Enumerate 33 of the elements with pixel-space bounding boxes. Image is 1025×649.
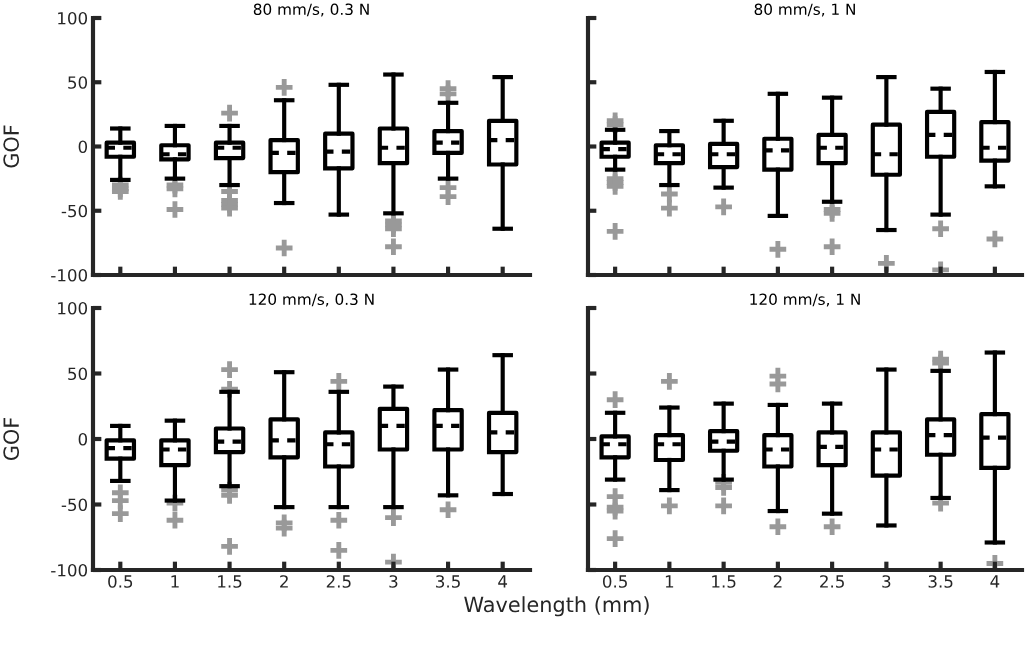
y-tick-label: 50 [68, 76, 88, 89]
x-tick-label: 0.5 [108, 575, 133, 588]
x-axis-title: Wavelength (mm) [464, 596, 649, 617]
x-tick-label: 3.5 [436, 575, 460, 588]
x-tick-label: 1.5 [218, 575, 242, 588]
x-tick-label: 3 [882, 575, 891, 588]
x-tick-label: 0.5 [602, 575, 627, 588]
y-tick-label: 0 [78, 140, 88, 154]
chart-title: 80 mm/s, 1 N [754, 3, 855, 17]
y-tick-label: 0 [78, 432, 88, 446]
chart-title: 120 mm/s, 1 N [750, 293, 860, 307]
x-tick-label: 2.5 [820, 575, 844, 588]
y-tick-label: 100 [58, 11, 88, 25]
y-tick-label: -50 [61, 204, 88, 218]
y-tick-label: -100 [51, 563, 88, 577]
x-tick-label: 2 [773, 575, 782, 588]
y-axis-title: GOF [3, 417, 20, 461]
y-tick-label: 100 [58, 301, 88, 315]
x-tick-label: 3 [389, 575, 398, 588]
y-tick-label: -50 [61, 498, 88, 512]
chart-title: 120 mm/s, 0.3 N [249, 293, 374, 307]
chart-title: 80 mm/s, 0.3 N [253, 3, 369, 17]
x-tick-label: 4 [498, 575, 508, 588]
y-tick-label: -100 [51, 268, 88, 282]
x-tick-label: 2 [280, 575, 288, 588]
x-tick-label: 1.5 [712, 575, 736, 588]
x-tick-label: 2.5 [326, 575, 351, 588]
x-tick-label: 3.5 [928, 575, 953, 588]
y-axis-title: GOF [3, 125, 20, 168]
x-tick-label: 1 [665, 575, 674, 588]
x-tick-label: 4 [990, 575, 1000, 588]
y-tick-label: 50 [68, 367, 88, 381]
x-tick-label: 1 [171, 575, 179, 588]
